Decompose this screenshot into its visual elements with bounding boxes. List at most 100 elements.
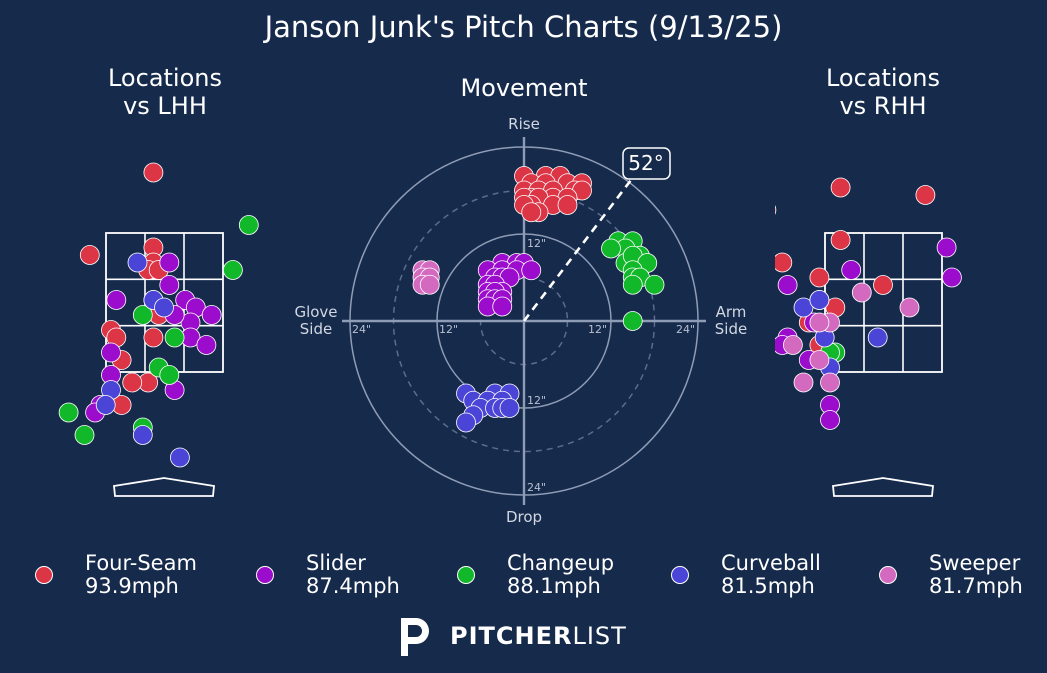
movement-points: [412, 166, 665, 433]
location-point: [915, 185, 936, 205]
movement-point: [521, 260, 542, 281]
arm-angle-badge: 52°: [622, 147, 671, 180]
location-point: [809, 290, 830, 310]
location-point: [942, 267, 962, 288]
legend-swatch: [256, 566, 274, 584]
legend-swatch: [879, 566, 897, 584]
location-point: [741, 358, 760, 377]
lhh-title-line-1: Locations: [107, 64, 222, 92]
location-point: [101, 342, 121, 363]
location-point: [106, 290, 127, 310]
ring-label-24-bottom: 24": [527, 481, 546, 494]
legend-label: Changeup 88.1mph: [507, 552, 614, 598]
axis-label-glove-2: Side: [300, 320, 332, 338]
location-point: [841, 260, 862, 280]
location-point: [74, 425, 95, 445]
movement-panel-title: Movement: [460, 74, 588, 102]
location-point: [752, 276, 771, 295]
location-point: [809, 312, 830, 333]
movement-point: [557, 195, 578, 215]
location-point: [79, 245, 100, 265]
location-point: [154, 297, 174, 318]
location-point: [122, 372, 143, 393]
location-point: [95, 395, 116, 415]
pitcherlist-logo: PITCHERLIST: [398, 614, 626, 658]
movement-point: [499, 398, 520, 418]
rhh-points: [741, 171, 962, 430]
legend-pitch-speed: 81.5mph: [721, 574, 815, 598]
axis-label-rise: Rise: [508, 115, 540, 133]
location-point: [809, 350, 830, 370]
location-point: [58, 402, 79, 423]
arm-angle-line: [522, 179, 633, 322]
location-point: [143, 162, 164, 183]
location-point: [820, 372, 840, 393]
legend-label: Curveball 81.5mph: [721, 552, 821, 598]
lhh-title-line-2: vs LHH: [123, 92, 207, 120]
movement-point: [456, 412, 476, 433]
legend-swatch: [35, 566, 53, 584]
location-point: [873, 275, 893, 295]
location-point: [169, 447, 190, 468]
legend-label: Four-Seam 93.9mph: [85, 552, 197, 598]
ring-label-12-right: 12": [588, 323, 607, 336]
pitcherlist-wordmark: PITCHERLIST: [450, 622, 627, 650]
ring-label-12-top: 12": [527, 237, 546, 250]
movement-point: [521, 202, 542, 223]
legend-swatch: [457, 566, 475, 584]
legend-swatch: [671, 566, 689, 584]
lhh-points: [58, 162, 259, 468]
location-point: [851, 282, 872, 303]
legend-pitch-name: Sweeper: [929, 551, 1021, 575]
brand-bold: PITCHER: [450, 622, 573, 650]
legend-pitch-speed: 81.7mph: [929, 574, 1023, 598]
location-point: [159, 275, 180, 295]
movement-point: [622, 311, 643, 331]
ring-label-24-left: 24": [352, 323, 371, 336]
rhh-title-line-2: vs RHH: [839, 92, 927, 120]
location-point: [777, 275, 798, 295]
location-point: [775, 252, 793, 273]
legend-pitch-name: Changeup: [507, 551, 615, 575]
location-point: [820, 410, 840, 430]
movement-point: [601, 238, 621, 259]
movement-polar-grid: [342, 137, 706, 505]
legend-pitch-speed: 87.4mph: [306, 574, 400, 598]
ring-label-12-left: 12": [439, 323, 458, 336]
legend-pitch-name: Curveball: [721, 551, 821, 575]
location-point: [775, 205, 777, 215]
location-point: [783, 335, 803, 355]
legend-pitch-name: Slider: [306, 551, 366, 575]
legend-label: Slider 87.4mph: [306, 552, 400, 598]
chart-title: Janson Junk's Pitch Charts (9/13/25): [264, 10, 783, 44]
lhh-panel-title: Locations vs LHH: [65, 64, 265, 120]
movement-point: [622, 274, 643, 295]
location-point: [132, 305, 153, 325]
legend-pitch-name: Four-Seam: [85, 551, 197, 575]
home-plate: [832, 477, 934, 497]
location-point: [741, 268, 760, 287]
movement-point: [644, 274, 665, 295]
location-point: [222, 260, 243, 280]
location-point: [936, 237, 957, 258]
location-point: [127, 252, 148, 273]
location-point: [830, 230, 851, 250]
location-point: [899, 297, 920, 318]
location-point: [159, 365, 180, 385]
location-point: [809, 267, 830, 288]
home-plate: [113, 477, 215, 497]
axis-label-drop: Drop: [506, 508, 542, 526]
legend-pitch-speed: 93.9mph: [85, 574, 179, 598]
brand-light: LIST: [572, 622, 627, 650]
ring-label-12-bottom: 12": [527, 394, 546, 407]
axis-label-glove-1: Glove: [294, 303, 337, 321]
movement-point: [492, 296, 513, 317]
axis-label-arm-1: Arm: [716, 303, 747, 321]
rhh-panel-title: Locations vs RHH: [783, 64, 983, 120]
arm-angle-label: 52°: [628, 151, 663, 175]
location-point: [830, 177, 851, 198]
location-point: [741, 171, 760, 190]
location-point: [201, 305, 222, 325]
rhh-title-line-1: Locations: [825, 64, 940, 92]
